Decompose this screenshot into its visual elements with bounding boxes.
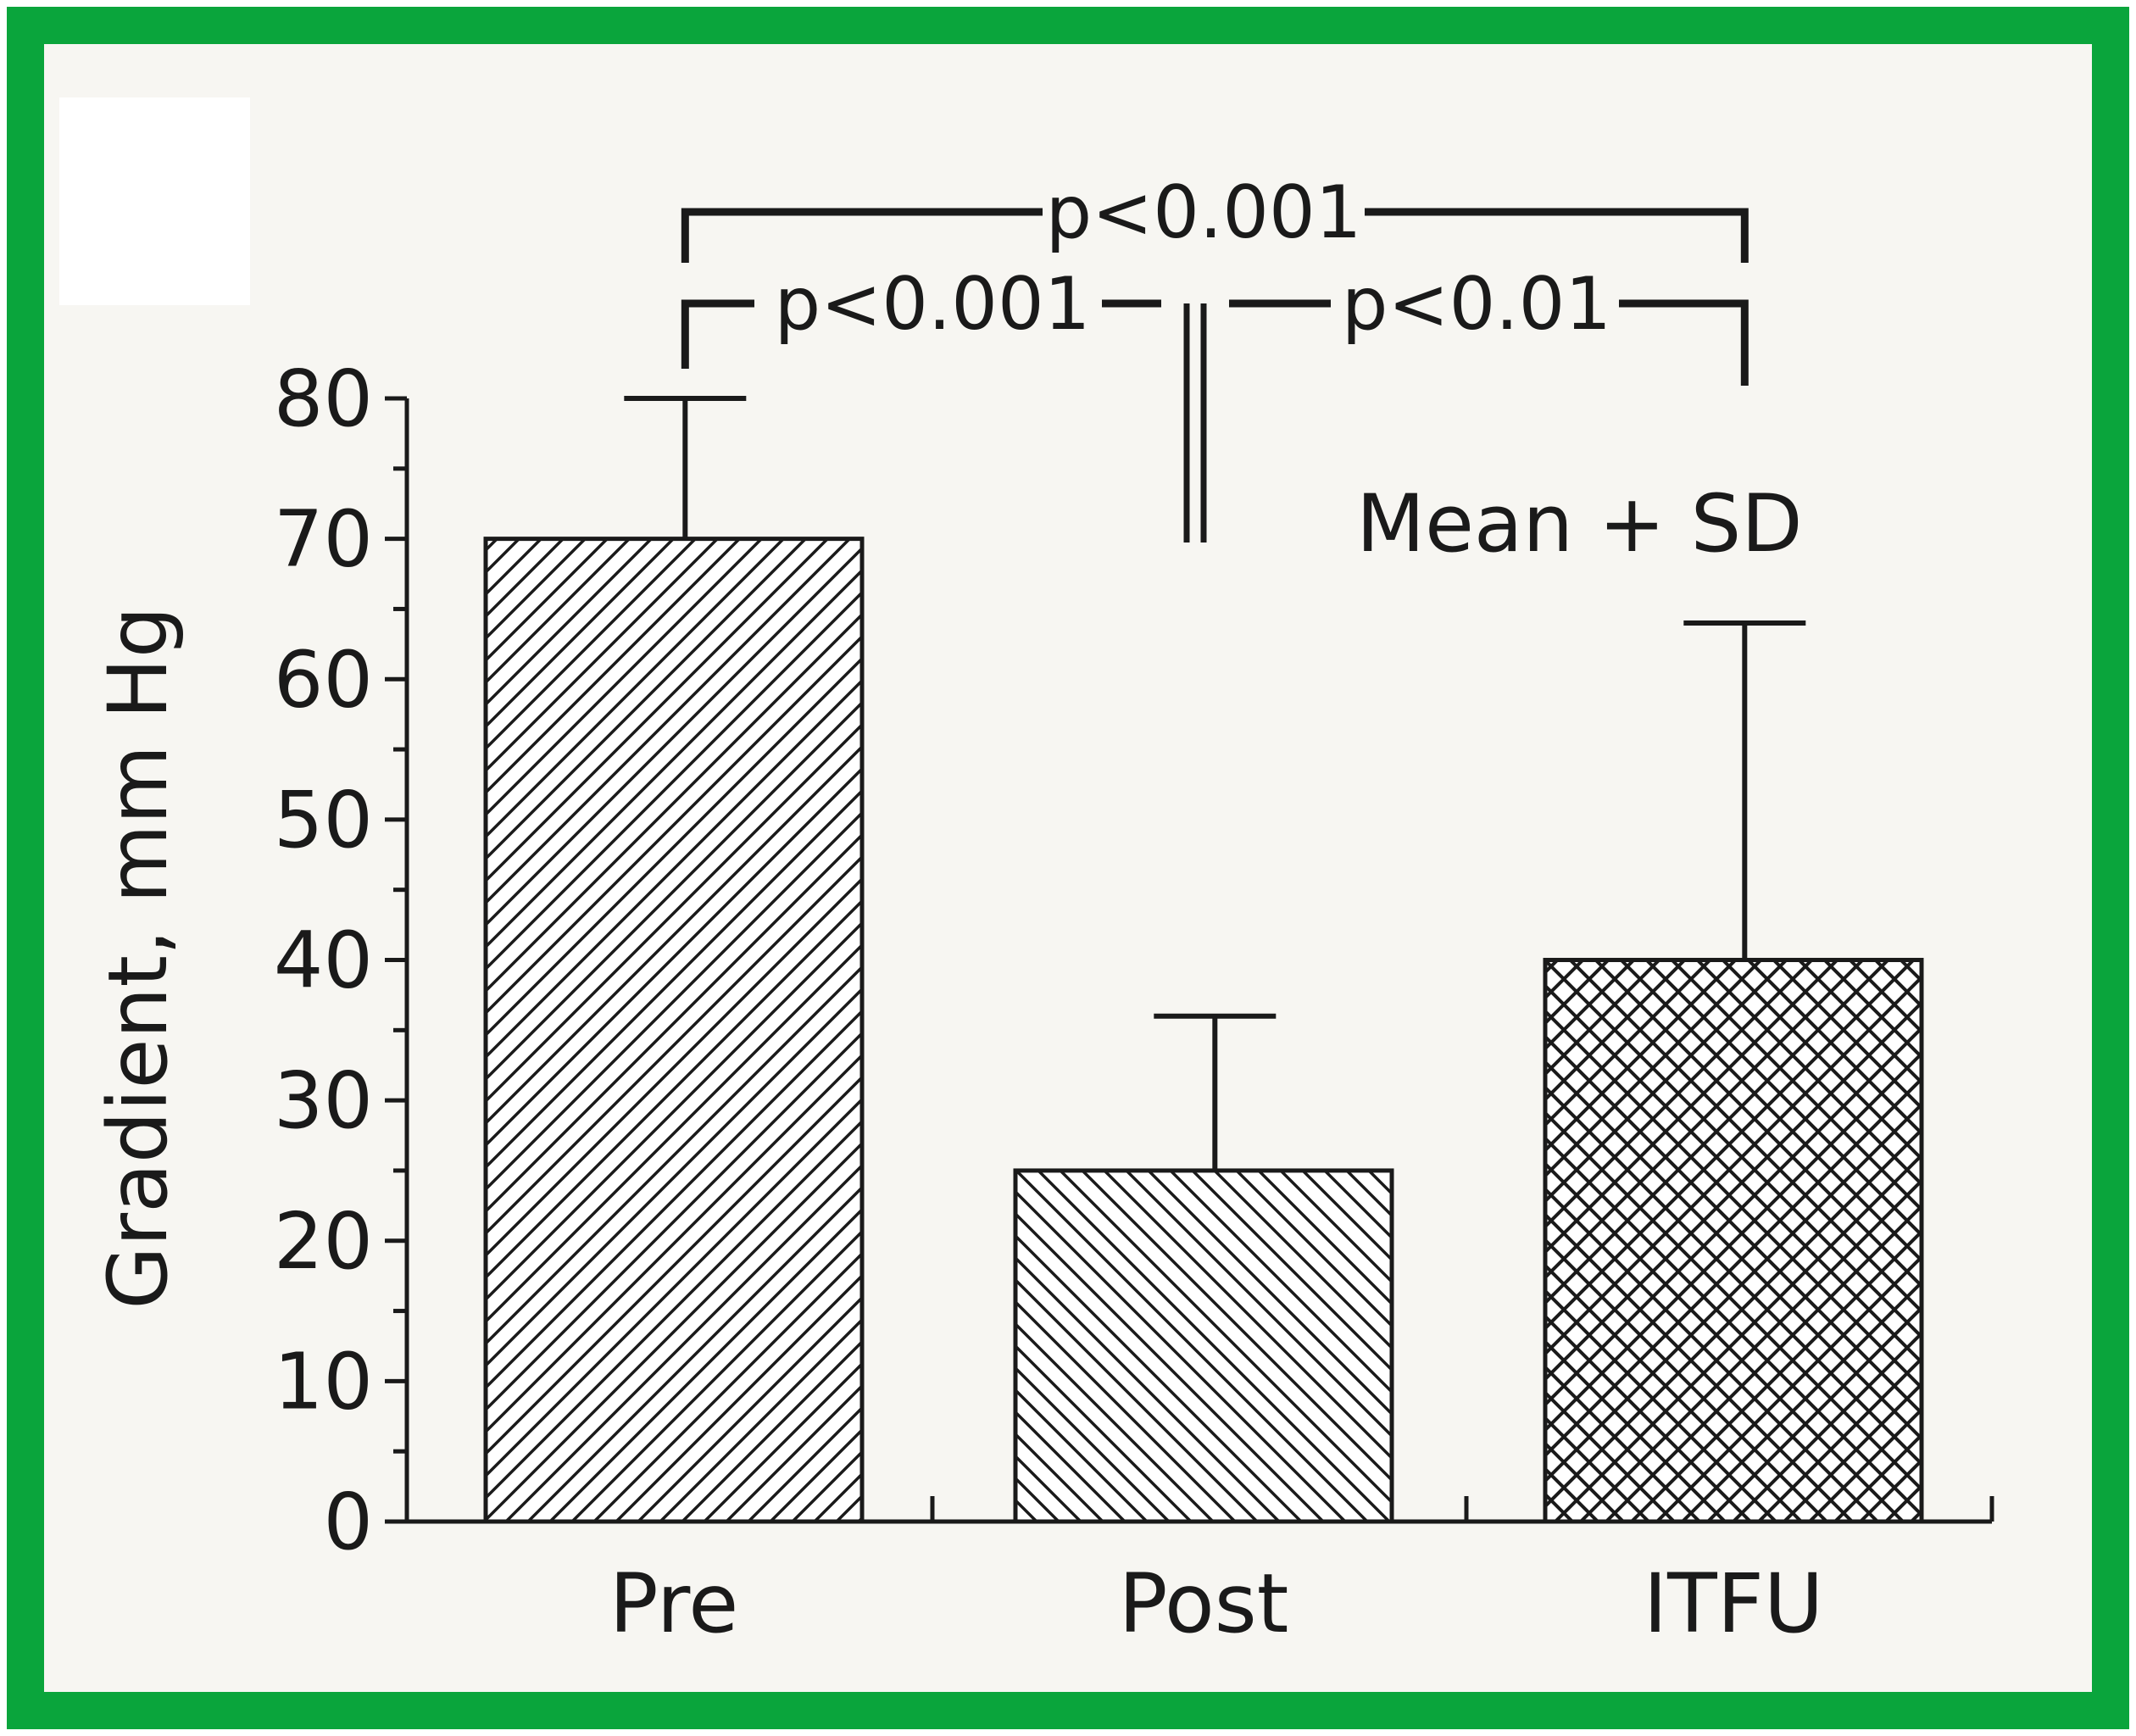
category-label: Post [1119, 1556, 1289, 1651]
bracket-pre-post-left [681, 299, 754, 369]
bar-itfu [1543, 958, 1924, 1524]
y-tick-label: 60 [274, 634, 373, 725]
y-tick-label: 50 [274, 775, 373, 865]
bracket-post-itfu-right [1619, 299, 1749, 386]
y-tick-label: 40 [274, 915, 373, 1006]
bracket-pre-itfu-left [681, 208, 1043, 263]
bar-pre [483, 537, 865, 1524]
bracket-pre-itfu-right [1365, 208, 1749, 263]
white-patch [59, 97, 250, 305]
legend-mean-sd: Mean + SD [1356, 478, 1803, 570]
y-tick-label: 70 [274, 494, 373, 585]
y-tick-label: 80 [274, 353, 373, 444]
category-label: Pre [609, 1556, 739, 1651]
bar-post [1013, 1168, 1394, 1524]
y-tick-label: 0 [323, 1477, 373, 1567]
p-value-pre-post: p<0.001 [775, 262, 1091, 347]
p-value-pre-itfu: p<0.001 [1046, 170, 1362, 255]
y-tick-label: 20 [274, 1196, 373, 1287]
green-border [7, 7, 2129, 1729]
y-axis-label: Gradient, mm Hg [91, 606, 186, 1310]
y-tick-label: 30 [274, 1055, 373, 1146]
y-tick-label: 10 [274, 1336, 373, 1427]
p-value-post-itfu: p<0.01 [1342, 262, 1611, 347]
category-label: ITFU [1644, 1556, 1823, 1651]
